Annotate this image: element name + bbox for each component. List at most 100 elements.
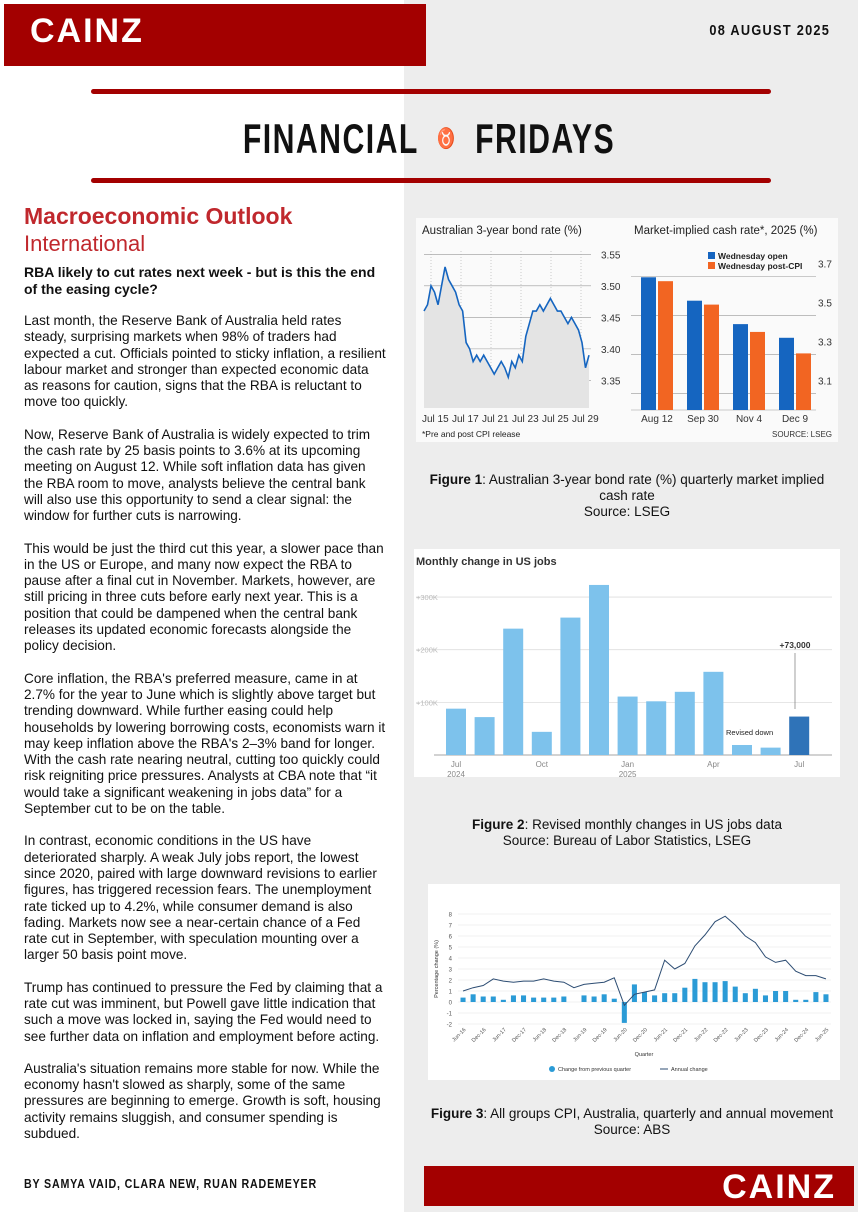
quarterly-bar [702, 982, 708, 1002]
us-jobs-chart: Monthly change in US jobs +100K +200K +300K… [416, 556, 832, 779]
brand-banner-bottom: CAINZ [424, 1166, 854, 1206]
x-tick-label: Dec-21 [672, 1027, 689, 1044]
quarterly-bar [823, 994, 829, 1002]
quarterly-bar [752, 988, 758, 1002]
brand-logo: CAINZ [722, 1168, 836, 1206]
brand-banner-top: CAINZ [4, 4, 426, 66]
quarterly-bar [762, 995, 768, 1002]
line-area [424, 266, 589, 408]
quarterly-bar [621, 1002, 627, 1023]
article: Macroeconomic Outlook International RBA … [24, 202, 386, 1158]
bar-post-cpi [658, 281, 673, 410]
quarterly-bar [732, 986, 738, 1002]
y-tick-label: 3.3 [818, 338, 832, 349]
x-tick-label: Nov 4 [736, 414, 763, 425]
paragraph: In contrast, economic conditions in the … [24, 833, 377, 963]
figure-label: Figure 3 [430, 1106, 484, 1121]
x-tick-label: Jun-25 [814, 1027, 830, 1043]
caption-text: : Revised monthly changes in US jobs dat… [524, 817, 782, 832]
chart-note: *Pre and post CPI release [422, 429, 521, 439]
paragraph: Now, Reserve Bank of Australia is widely… [24, 426, 371, 524]
x-tick-label: Dec-19 [592, 1027, 609, 1044]
x-tick-label: Dec-22 [713, 1027, 730, 1044]
x-tick-label: Dec 9 [782, 414, 809, 425]
figure-1-caption: Figure 1: Australian 3-year bond rate (%… [416, 472, 838, 520]
annotation-revised: Revised down [726, 728, 773, 737]
annotation-value: +73,000 [780, 640, 811, 650]
x-tick-label: Jun-17 [492, 1027, 508, 1043]
bar [589, 584, 609, 755]
x-tick-label: Jun-18 [532, 1027, 548, 1043]
x-tick-label: Dec-18 [551, 1027, 568, 1044]
x-tick-label: Sep 30 [687, 414, 719, 425]
divider-top [91, 89, 771, 94]
quarterly-bar [813, 992, 819, 1002]
masthead-right: FRIDAYS [475, 114, 616, 162]
cpi-chart: -2 -1 0 1 2 3 4 5 6 7 8 Percentage change (%) Jun-16… [434, 913, 831, 1073]
paragraph: Core inflation, the RBA's preferred meas… [24, 670, 386, 817]
bull-icon: ♉ [437, 128, 457, 151]
x-tick-label: Jun-23 [734, 1027, 750, 1043]
y-tick-label: 8 [449, 913, 453, 919]
x-tick-label: Oct [536, 760, 549, 769]
quarterly-bar [551, 997, 557, 1002]
legend-label: Change from previous quarter [558, 1067, 631, 1073]
y-tick-label: 3.7 [818, 260, 832, 271]
bar-open [733, 324, 748, 410]
bar [646, 701, 667, 755]
y-tick-label: 3.55 [601, 250, 621, 261]
x-tick-label: Dec-24 [793, 1027, 810, 1044]
quarterly-bar [722, 981, 728, 1002]
x-tick-label: Jul 21 [482, 414, 509, 425]
quarterly-bar [773, 991, 779, 1002]
bond-rate-line [423, 266, 590, 381]
y-tick-label: 3.50 [601, 282, 621, 293]
paragraph: Australia's situation remains more stabl… [24, 1060, 381, 1142]
chart-source: SOURCE: LSEG [772, 430, 832, 439]
quarterly-bar [470, 994, 476, 1002]
bar [446, 708, 466, 755]
bar-post-cpi [750, 331, 765, 410]
figure-source: Source: LSEG [583, 504, 671, 519]
quarterly-bar [611, 998, 617, 1002]
quarterly-bar [712, 982, 718, 1002]
x-tick-label: Jun-20 [613, 1027, 629, 1043]
y-tick-label: 2 [449, 979, 453, 985]
paragraph: Trump has continued to pressure the Fed … [24, 979, 383, 1044]
y-tick-label: +300K [416, 593, 438, 602]
section-subtitle: International [24, 231, 146, 256]
x-tick-label: Jul [794, 760, 804, 769]
quarterly-bar [793, 999, 799, 1002]
bond-and-cash-rate-chart: Australian 3-year bond rate (%) 3.35 3.40 3… [422, 225, 832, 439]
quarterly-bar [652, 995, 658, 1002]
legend-label: Wednesday open [718, 251, 788, 261]
quarterly-bar [682, 987, 688, 1002]
x-tick-label: Jun-21 [653, 1027, 669, 1043]
bar [617, 696, 638, 755]
paragraph: This would be just the third cut this ye… [24, 540, 384, 654]
quarterly-bar [521, 995, 527, 1002]
y-tick-label: -2 [447, 1023, 453, 1029]
quarterly-bar [783, 991, 789, 1002]
figure-1-chart: Australian 3-year bond rate (%) 3.35 3.40 3… [416, 218, 838, 442]
masthead-left: FINANCIAL [242, 114, 419, 162]
bar [789, 716, 810, 755]
quarterly-bar [672, 993, 678, 1002]
article-headline: RBA likely to cut rates next week - but … [24, 264, 376, 297]
x-tick-label: Dec-23 [753, 1027, 770, 1044]
bar-open [779, 337, 794, 410]
figure-3-chart: -2 -1 0 1 2 3 4 5 6 7 8 Percentage change (%) Jun-16… [428, 884, 840, 1080]
quarterly-bar [803, 999, 809, 1002]
x-tick-label: Aug 12 [641, 414, 673, 425]
bar-open [641, 277, 656, 410]
quarterly-bar [480, 996, 486, 1002]
x-tick-label: 2025 [619, 770, 637, 777]
figure-label: Figure 2 [472, 817, 525, 832]
legend-swatch [549, 1066, 555, 1072]
x-tick-label: Jun-16 [451, 1027, 467, 1043]
y-tick-label: 3.5 [818, 299, 832, 310]
issue-date: 08 AUGUST 2025 [709, 22, 830, 39]
section-title: Macroeconomic Outlook [24, 203, 293, 229]
chart-title: Market-implied cash rate*, 2025 (%) [634, 225, 818, 237]
quarterly-bar [500, 999, 506, 1002]
